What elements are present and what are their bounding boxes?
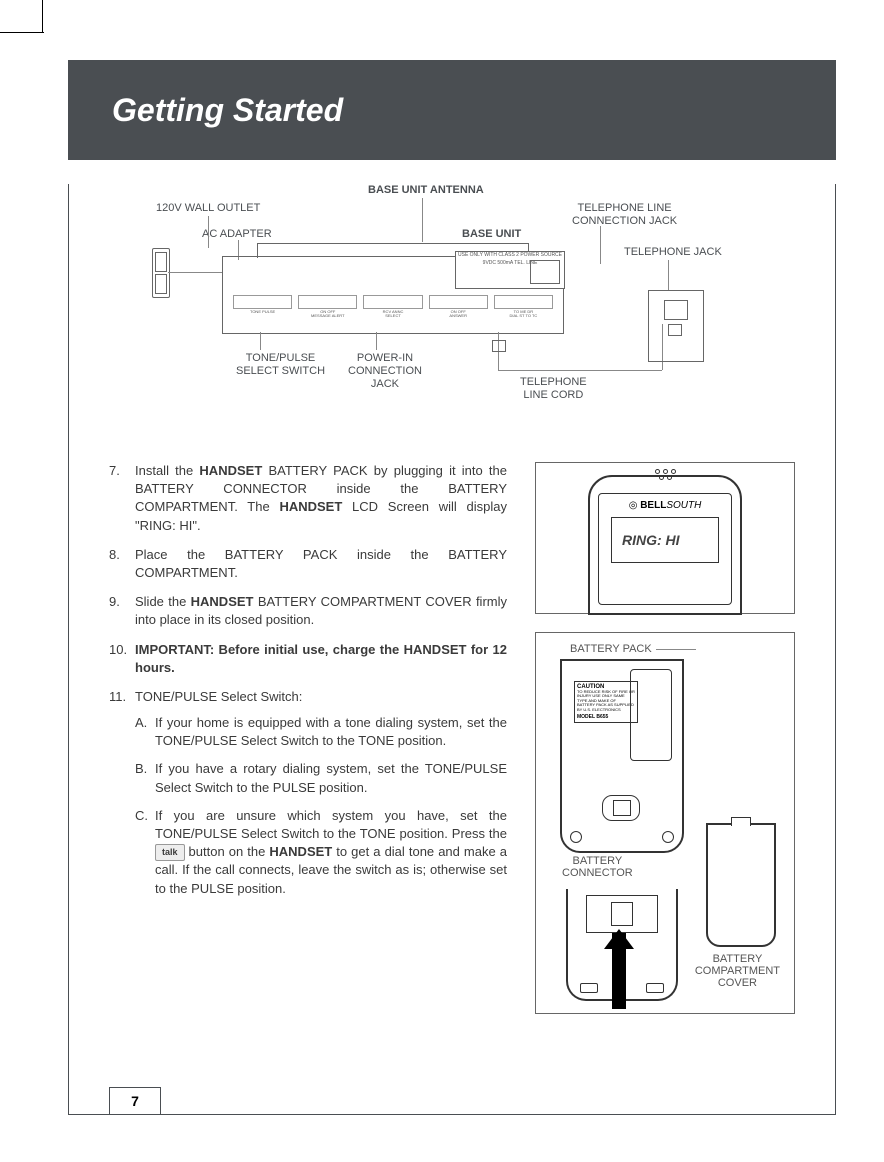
label-base-unit: BASE UNIT <box>462 228 521 241</box>
content-frame: 120V WALL OUTLET AC ADAPTER BASE UNIT AN… <box>68 184 836 1115</box>
step-num: 11. <box>109 688 126 706</box>
step-num: 9. <box>109 593 120 611</box>
sw1: TONE PULSE <box>234 310 291 314</box>
label-power-in: POWER-IN CONNECTION JACK <box>348 352 422 392</box>
lcd-text: RING: HI <box>622 532 680 548</box>
label-line-cord: TELEPHONE LINE CORD <box>520 376 587 402</box>
page-title: Getting Started <box>112 92 343 129</box>
sw5: TO ME DR DIAL ST TO TC <box>495 310 552 319</box>
sw4: ON OFF ANSWER <box>430 310 487 319</box>
sub-letter: A. <box>135 714 147 732</box>
label-conn-jack: TELEPHONE LINE CONNECTION JACK <box>572 202 677 228</box>
base-unit-diagram: 120V WALL OUTLET AC ADAPTER BASE UNIT AN… <box>152 184 752 434</box>
body-columns: 7. Install the HANDSET BATTERY PACK by p… <box>109 462 795 1032</box>
step-11b: B. If you have a rotary dialing system, … <box>135 760 507 796</box>
brand-bell: BELL <box>640 500 666 511</box>
label-battery-pack: BATTERY PACK <box>570 643 652 655</box>
label-batt-connector: BATTERY CONNECTOR <box>562 855 633 879</box>
caution-body: TO REDUCE RISK OF FIRE OR INJURY USE ONL… <box>577 690 635 712</box>
sub-letter: B. <box>135 760 147 778</box>
step-11a: A. If your home is equipped with a tone … <box>135 714 507 750</box>
crop-mark-v <box>42 0 43 32</box>
step-7: 7. Install the HANDSET BATTERY PACK by p… <box>109 462 507 535</box>
label-ac-adapter: AC ADAPTER <box>202 228 272 241</box>
figure-battery: BATTERY PACK CAUTION TO REDUCE RISK OF F… <box>535 632 795 1014</box>
brand-south: SOUTH <box>666 500 701 511</box>
step-8: 8. Place the BATTERY PACK inside the BAT… <box>109 546 507 582</box>
step-num: 10. <box>109 641 127 659</box>
model-label: MODEL B655 <box>577 714 635 720</box>
step-9: 9. Slide the HANDSET BATTERY COMPARTMENT… <box>109 593 507 629</box>
sw3: RCV ANNC SELECT <box>364 310 421 319</box>
step-num: 7. <box>109 462 120 480</box>
talk-button-graphic: talk <box>155 844 185 861</box>
step-11: 11. TONE/PULSE Select Switch: A. If your… <box>109 688 507 898</box>
figure-lcd: ◎ BELLSOUTH RING: HI <box>535 462 795 614</box>
label-antenna: BASE UNIT ANTENNA <box>368 184 484 197</box>
label-tel-jack: TELEPHONE JACK <box>624 246 722 259</box>
page-container: Getting Started 120V WALL OUTLET AC ADAP… <box>68 60 836 1102</box>
label-batt-cover: BATTERY COMPARTMENT COVER <box>695 953 780 989</box>
label-wall-outlet: 120V WALL OUTLET <box>156 202 260 215</box>
step-11c: C. If you are unsure which system you ha… <box>135 807 507 898</box>
sub-letter: C. <box>135 807 148 825</box>
label-fine1: USE ONLY WITH CLASS 2 POWER SOURCE <box>458 253 562 259</box>
sw2: ON OFF MESSAGE ALERT <box>299 310 356 319</box>
instructions-column: 7. Install the HANDSET BATTERY PACK by p… <box>109 462 507 1032</box>
figures-column: ◎ BELLSOUTH RING: HI BATTERY PACK <box>535 462 795 1032</box>
label-tone-pulse: TONE/PULSE SELECT SWITCH <box>236 352 325 378</box>
page-header: Getting Started <box>68 60 836 160</box>
step-10: 10. IMPORTANT: Before initial use, charg… <box>109 641 507 677</box>
crop-mark-h <box>0 32 44 33</box>
step-num: 8. <box>109 546 120 564</box>
page-number: 7 <box>109 1087 161 1115</box>
